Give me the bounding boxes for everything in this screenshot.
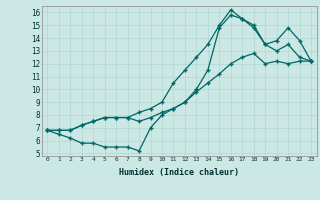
X-axis label: Humidex (Indice chaleur): Humidex (Indice chaleur) <box>119 168 239 177</box>
